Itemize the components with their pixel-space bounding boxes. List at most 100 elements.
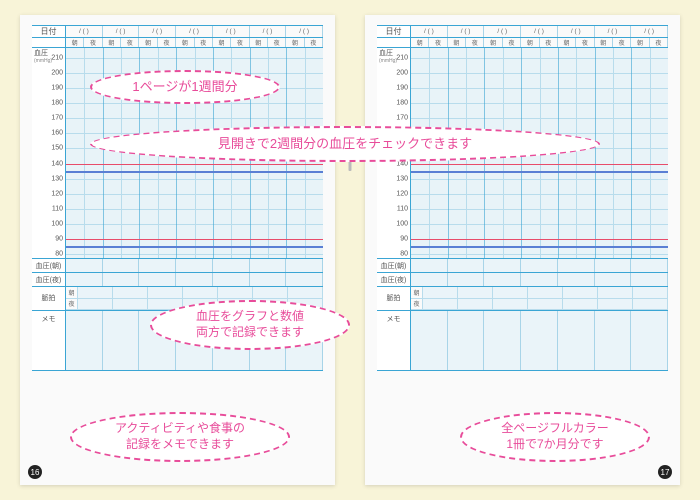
date-cell: / ( ) bbox=[176, 26, 213, 37]
callout-bubble: 全ページフルカラー1冊で7か月分です bbox=[460, 412, 650, 462]
y-tick: 110 bbox=[52, 205, 63, 212]
bp-morning-row: 血圧(朝) bbox=[32, 259, 323, 273]
date-cell: / ( ) bbox=[66, 26, 103, 37]
y-tick: 130 bbox=[51, 175, 63, 182]
date-cell: / ( ) bbox=[250, 26, 287, 37]
reference-line bbox=[411, 239, 668, 241]
date-cell: / ( ) bbox=[448, 26, 485, 37]
morning-label: 朝 bbox=[213, 38, 231, 47]
callout-bubble: 1ページが1週間分 bbox=[90, 70, 280, 104]
bp-morning-row-label: 血圧(朝) bbox=[32, 259, 66, 272]
y-tick: 90 bbox=[400, 235, 408, 242]
bp-evening-row-label: 血圧(夜) bbox=[377, 273, 411, 286]
bp-morning-row: 血圧(朝) bbox=[377, 259, 668, 273]
evening-label: 夜 bbox=[503, 38, 521, 47]
pulse-label: 脈拍 bbox=[32, 287, 66, 310]
morning-label: 朝 bbox=[286, 38, 304, 47]
evening-label: 夜 bbox=[429, 38, 447, 47]
y-tick: 120 bbox=[51, 190, 63, 197]
memo-label: メモ bbox=[377, 311, 411, 370]
reference-line bbox=[411, 171, 668, 173]
morning-label: 朝 bbox=[411, 38, 429, 47]
date-cell: / ( ) bbox=[103, 26, 140, 37]
evening-label: 夜 bbox=[540, 38, 558, 47]
y-tick: 180 bbox=[51, 100, 63, 107]
reference-line bbox=[66, 239, 323, 241]
ampm-row: 朝夜朝夜朝夜朝夜朝夜朝夜朝夜 bbox=[32, 38, 323, 48]
evening-label: 夜 bbox=[268, 38, 286, 47]
y-tick: 210 bbox=[51, 55, 63, 62]
morning-label: 朝 bbox=[521, 38, 539, 47]
y-tick: 110 bbox=[397, 205, 408, 212]
reference-line bbox=[66, 171, 323, 173]
y-tick: 100 bbox=[51, 220, 63, 227]
evening-label: 夜 bbox=[466, 38, 484, 47]
pulse-label: 脈拍 bbox=[377, 287, 411, 310]
date-label: 日付 bbox=[32, 26, 66, 37]
evening-label: 夜 bbox=[121, 38, 139, 47]
morning-label: 朝 bbox=[139, 38, 157, 47]
y-axis-title: 血圧(mmHg) bbox=[34, 50, 52, 64]
date-label: 日付 bbox=[377, 26, 411, 37]
y-tick: 150 bbox=[51, 145, 63, 152]
ampm-row: 朝夜朝夜朝夜朝夜朝夜朝夜朝夜 bbox=[377, 38, 668, 48]
y-axis: 血圧(mmHg)210 200 190 180 170 160 150 140 130 120 11… bbox=[32, 48, 66, 258]
y-tick: 120 bbox=[396, 190, 408, 197]
callout-bubble: アクティビティや食事の記録をメモできます bbox=[70, 412, 290, 462]
page-number: 16 bbox=[28, 465, 42, 479]
y-tick: 170 bbox=[396, 115, 408, 122]
date-cell: / ( ) bbox=[213, 26, 250, 37]
y-axis-title: 血圧(mmHg) bbox=[379, 50, 397, 64]
y-tick: 210 bbox=[396, 55, 408, 62]
y-tick: 80 bbox=[400, 251, 408, 258]
morning-label: 朝 bbox=[595, 38, 613, 47]
evening-label: 夜 bbox=[231, 38, 249, 47]
y-tick: 160 bbox=[51, 130, 63, 137]
evening-label: 夜 bbox=[84, 38, 102, 47]
morning-label: 朝 bbox=[631, 38, 649, 47]
date-cell: / ( ) bbox=[631, 26, 668, 37]
bp-evening-row-label: 血圧(夜) bbox=[32, 273, 66, 286]
reference-line bbox=[411, 164, 668, 166]
date-header: 日付/ ( )/ ( )/ ( )/ ( )/ ( )/ ( )/ ( ) bbox=[32, 25, 323, 38]
morning-label: 朝 bbox=[448, 38, 466, 47]
y-tick: 130 bbox=[396, 175, 408, 182]
evening-label: 夜 bbox=[613, 38, 631, 47]
date-cell: / ( ) bbox=[595, 26, 632, 37]
y-tick: 140 bbox=[51, 160, 63, 167]
reference-line bbox=[66, 164, 323, 166]
date-cell: / ( ) bbox=[411, 26, 448, 37]
evening-label: 夜 bbox=[158, 38, 176, 47]
date-cell: / ( ) bbox=[139, 26, 176, 37]
y-tick: 170 bbox=[51, 115, 63, 122]
y-tick: 190 bbox=[51, 85, 63, 92]
evening-label: 夜 bbox=[195, 38, 213, 47]
reference-line bbox=[411, 246, 668, 248]
morning-label: 朝 bbox=[66, 38, 84, 47]
date-cell: / ( ) bbox=[558, 26, 595, 37]
y-tick: 200 bbox=[51, 70, 63, 77]
callout-bubble: 血圧をグラフと数値両方で記録できます bbox=[150, 300, 350, 350]
reference-line bbox=[66, 246, 323, 248]
evening-label: 夜 bbox=[305, 38, 323, 47]
morning-label: 朝 bbox=[558, 38, 576, 47]
morning-label: 朝 bbox=[176, 38, 194, 47]
date-header: 日付/ ( )/ ( )/ ( )/ ( )/ ( )/ ( )/ ( ) bbox=[377, 25, 668, 38]
bp-evening-row: 血圧(夜) bbox=[32, 273, 323, 287]
morning-label: 朝 bbox=[484, 38, 502, 47]
memo-row: メモ bbox=[377, 311, 668, 371]
y-tick: 90 bbox=[55, 235, 63, 242]
date-cell: / ( ) bbox=[286, 26, 323, 37]
morning-label: 朝 bbox=[103, 38, 121, 47]
morning-label: 朝 bbox=[250, 38, 268, 47]
evening-label: 夜 bbox=[650, 38, 668, 47]
pulse-row: 脈拍朝夜 bbox=[377, 287, 668, 311]
bp-evening-row: 血圧(夜) bbox=[377, 273, 668, 287]
date-cell: / ( ) bbox=[521, 26, 558, 37]
evening-label: 夜 bbox=[576, 38, 594, 47]
y-tick: 180 bbox=[396, 100, 408, 107]
bp-morning-row-label: 血圧(朝) bbox=[377, 259, 411, 272]
y-tick: 190 bbox=[396, 85, 408, 92]
page-number: 17 bbox=[658, 465, 672, 479]
date-cell: / ( ) bbox=[484, 26, 521, 37]
